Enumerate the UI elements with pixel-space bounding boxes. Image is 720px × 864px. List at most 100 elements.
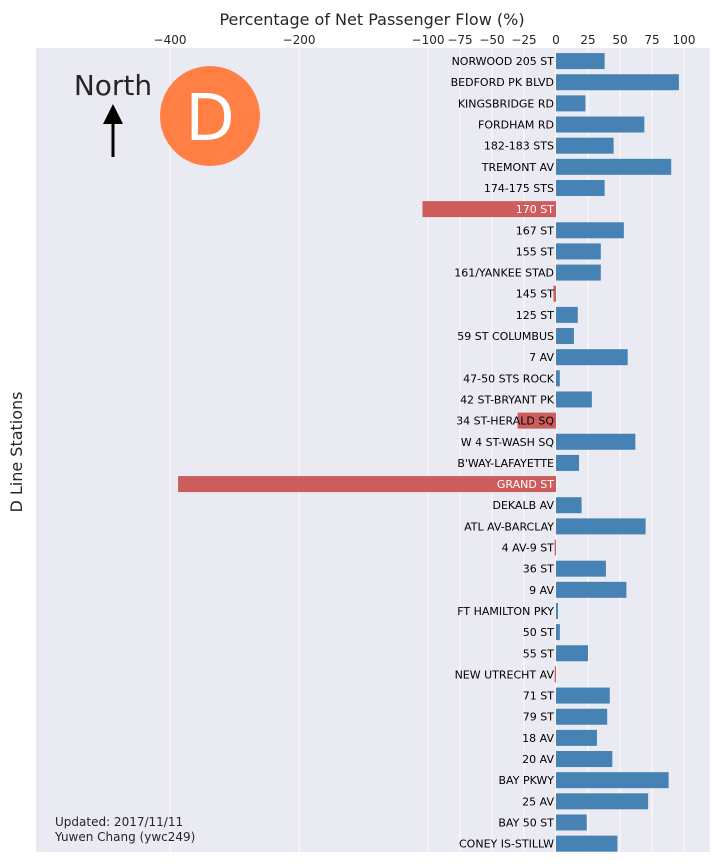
bar	[556, 433, 636, 450]
station-label: FORDHAM RD	[478, 119, 554, 132]
chart-title: Percentage of Net Passenger Flow (%)	[219, 10, 524, 29]
bar	[556, 370, 560, 387]
station-label: GRAND ST	[497, 478, 554, 491]
bar	[556, 835, 618, 852]
bar	[556, 497, 582, 514]
station-label: FT HAMILTON PKY	[457, 605, 554, 618]
x-tick-labels: −400 −200 −100 −75 −50 −25 0 25 50 75 100	[154, 33, 696, 47]
bar	[556, 518, 646, 535]
station-label: DEKALB AV	[493, 499, 555, 512]
x-tick-label: 100	[673, 33, 696, 47]
x-tick-label: −75	[447, 33, 472, 47]
bar	[556, 95, 586, 112]
station-label: 7 AV	[529, 351, 554, 364]
bar	[422, 201, 556, 218]
station-label: 167 ST	[516, 224, 554, 237]
bar	[556, 391, 592, 408]
station-label: 170 ST	[516, 203, 554, 216]
bar	[556, 624, 560, 641]
bar	[556, 306, 578, 323]
bar	[556, 74, 679, 91]
north-label: North	[74, 69, 152, 102]
bar	[556, 729, 597, 746]
line-badge-letter: D	[185, 82, 234, 156]
bar	[556, 645, 588, 662]
x-tick-label: −25	[511, 33, 536, 47]
bar	[556, 53, 605, 70]
station-label: 4 AV-9 ST	[502, 542, 555, 555]
station-label: 71 ST	[523, 690, 554, 703]
bar	[554, 666, 556, 683]
station-labels: NORWOOD 205 ST BEDFORD PK BLVD KINGSBRIDGE…	[451, 55, 555, 851]
bars	[178, 53, 679, 852]
station-label: 182-183 STS	[484, 140, 554, 153]
line-badge-circle	[160, 66, 260, 166]
bar	[556, 708, 608, 725]
bar	[556, 772, 669, 789]
bar	[554, 539, 556, 556]
line-badge: D	[160, 66, 260, 166]
x-tick-label: 25	[580, 33, 595, 47]
bar	[556, 687, 610, 704]
bar	[556, 222, 624, 239]
station-label: 47-50 STS ROCK	[463, 372, 555, 385]
station-label: B'WAY-LAFAYETTE	[457, 457, 554, 470]
x-tick-label: 75	[644, 33, 659, 47]
bar	[556, 814, 587, 831]
x-tick-label: −400	[154, 33, 187, 47]
x-tick-label: 50	[612, 33, 627, 47]
station-label: 79 ST	[523, 711, 554, 724]
bar	[556, 560, 606, 577]
bar	[556, 581, 627, 598]
station-label: ATL AV-BARCLAY	[464, 520, 554, 533]
station-label: 50 ST	[523, 626, 554, 639]
station-label: 59 ST COLUMBUS	[457, 330, 554, 343]
station-label: NORWOOD 205 ST	[452, 55, 555, 68]
station-label: BEDFORD PK BLVD	[451, 76, 554, 89]
north-indicator: North	[74, 69, 152, 157]
station-label: 55 ST	[523, 647, 554, 660]
bar	[556, 137, 614, 154]
station-label: 161/YANKEE STAD	[454, 267, 554, 280]
station-label: W 4 ST-WASH SQ	[461, 436, 555, 449]
updated-note: Updated: 2017/11/11	[55, 815, 183, 829]
station-label: KINGSBRIDGE RD	[458, 97, 554, 110]
station-label: 125 ST	[516, 309, 554, 322]
x-tick-label: 0	[552, 33, 560, 47]
bar	[556, 349, 628, 366]
station-label: 9 AV	[529, 584, 554, 597]
y-axis-label: D Line Stations	[7, 391, 26, 512]
x-tick-label: −50	[479, 33, 504, 47]
bar	[556, 454, 580, 471]
station-label: NEW UTRECHT AV	[455, 668, 555, 681]
north-arrow-icon	[103, 104, 123, 124]
station-label: 42 ST-BRYANT PK	[460, 393, 555, 406]
station-label: 174-175 STS	[484, 182, 554, 195]
bar	[556, 158, 672, 175]
station-label: 20 AV	[522, 753, 554, 766]
station-label: BAY PKWY	[499, 774, 555, 787]
bar	[553, 285, 556, 302]
station-label: 145 ST	[516, 288, 554, 301]
bar	[178, 476, 557, 493]
station-label: TREMONT AV	[481, 161, 555, 174]
x-tick-label: −200	[283, 33, 316, 47]
station-label: 34 ST-HERALD SQ	[456, 415, 554, 428]
station-label: CONEY IS-STILLW	[459, 838, 554, 851]
bar	[556, 328, 574, 345]
station-label: 155 ST	[516, 245, 554, 258]
bar	[556, 751, 613, 768]
bar	[556, 264, 601, 281]
author-note: Yuwen Chang (ywc249)	[54, 830, 195, 844]
x-tick-label: −100	[412, 33, 445, 47]
station-label: 25 AV	[522, 795, 554, 808]
bar	[556, 116, 645, 133]
station-label: 36 ST	[523, 563, 554, 576]
bar	[556, 179, 605, 196]
station-label: BAY 50 ST	[498, 816, 554, 829]
bar	[556, 602, 558, 619]
bar	[517, 412, 556, 429]
station-label: 18 AV	[522, 732, 554, 745]
bar	[556, 793, 649, 810]
